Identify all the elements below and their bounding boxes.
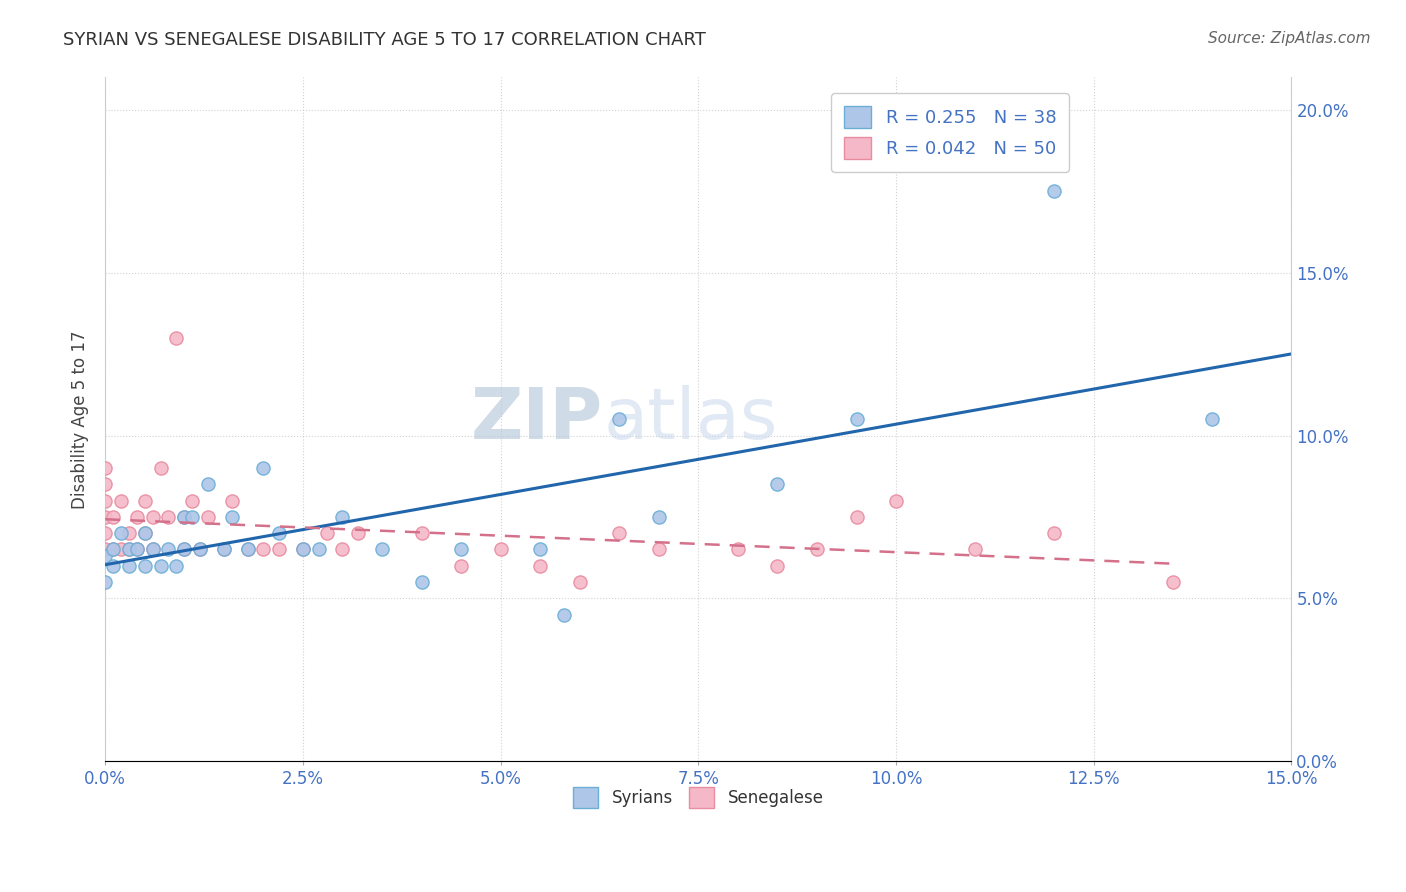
Text: SYRIAN VS SENEGALESE DISABILITY AGE 5 TO 17 CORRELATION CHART: SYRIAN VS SENEGALESE DISABILITY AGE 5 TO… <box>63 31 706 49</box>
Point <box>269 542 291 557</box>
Point <box>118 526 141 541</box>
Point <box>489 542 512 557</box>
Point <box>173 510 195 524</box>
Point <box>197 477 219 491</box>
Point <box>221 510 243 524</box>
Point <box>291 542 314 557</box>
Point <box>291 542 314 557</box>
Point <box>450 558 472 573</box>
Point <box>269 526 291 541</box>
Point <box>157 542 180 557</box>
Point <box>94 542 117 557</box>
Point <box>845 412 868 426</box>
Point <box>142 542 165 557</box>
Point <box>553 607 575 622</box>
Point <box>101 542 124 557</box>
Point <box>1161 574 1184 589</box>
Point <box>94 549 117 563</box>
Point <box>1043 526 1066 541</box>
Point <box>101 542 124 557</box>
Point <box>134 493 156 508</box>
Point <box>173 510 195 524</box>
Point <box>332 542 354 557</box>
Point <box>94 461 117 475</box>
Point <box>252 461 274 475</box>
Point <box>315 526 337 541</box>
Point <box>125 510 148 524</box>
Point <box>1201 412 1223 426</box>
Point <box>236 542 259 557</box>
Point <box>347 526 370 541</box>
Point <box>607 412 630 426</box>
Point <box>173 542 195 557</box>
Point <box>806 542 828 557</box>
Point <box>118 542 141 557</box>
Point <box>371 542 394 557</box>
Point <box>766 558 789 573</box>
Point <box>149 461 172 475</box>
Point <box>965 542 987 557</box>
Point <box>101 558 124 573</box>
Point <box>134 558 156 573</box>
Point <box>308 542 330 557</box>
Point <box>165 331 187 345</box>
Point <box>568 574 591 589</box>
Text: atlas: atlas <box>603 384 778 454</box>
Point <box>845 510 868 524</box>
Point <box>197 510 219 524</box>
Point <box>94 574 117 589</box>
Point <box>766 477 789 491</box>
Point <box>648 510 671 524</box>
Text: Source: ZipAtlas.com: Source: ZipAtlas.com <box>1208 31 1371 46</box>
Point <box>110 542 132 557</box>
Point <box>94 510 117 524</box>
Text: ZIP: ZIP <box>471 384 603 454</box>
Point <box>110 526 132 541</box>
Point <box>101 510 124 524</box>
Point <box>212 542 235 557</box>
Point <box>134 526 156 541</box>
Point <box>181 493 204 508</box>
Point <box>94 477 117 491</box>
Point <box>252 542 274 557</box>
Point <box>94 493 117 508</box>
Point <box>529 542 551 557</box>
Point <box>188 542 211 557</box>
Point <box>118 558 141 573</box>
Point <box>157 510 180 524</box>
Point <box>118 542 141 557</box>
Point <box>110 493 132 508</box>
Point <box>134 526 156 541</box>
Point <box>529 558 551 573</box>
Point <box>236 542 259 557</box>
Point <box>884 493 907 508</box>
Point <box>142 542 165 557</box>
Point <box>149 558 172 573</box>
Point <box>94 526 117 541</box>
Point <box>181 510 204 524</box>
Point <box>173 542 195 557</box>
Point <box>125 542 148 557</box>
Point <box>212 542 235 557</box>
Point <box>188 542 211 557</box>
Legend: Syrians, Senegalese: Syrians, Senegalese <box>567 780 831 814</box>
Point <box>142 510 165 524</box>
Point <box>607 526 630 541</box>
Point <box>727 542 749 557</box>
Point <box>450 542 472 557</box>
Point <box>1043 185 1066 199</box>
Point <box>411 526 433 541</box>
Point <box>648 542 671 557</box>
Point <box>165 558 187 573</box>
Point <box>411 574 433 589</box>
Point <box>221 493 243 508</box>
Point <box>332 510 354 524</box>
Y-axis label: Disability Age 5 to 17: Disability Age 5 to 17 <box>72 330 89 508</box>
Point <box>125 542 148 557</box>
